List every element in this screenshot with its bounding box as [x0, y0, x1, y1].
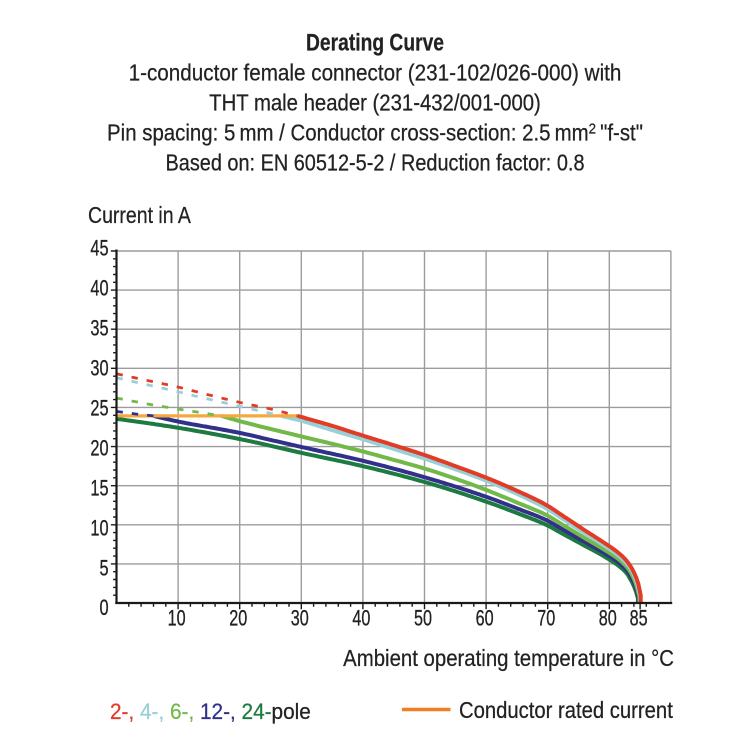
svg-text:70: 70: [537, 607, 555, 631]
svg-text:20: 20: [90, 436, 108, 461]
svg-text:20: 20: [229, 607, 247, 631]
svg-text:30: 30: [291, 607, 309, 631]
svg-text:50: 50: [414, 607, 432, 631]
svg-text:60: 60: [476, 607, 494, 631]
svg-text:80: 80: [599, 607, 617, 631]
svg-text:30: 30: [90, 356, 108, 381]
svg-text:35: 35: [90, 316, 108, 341]
svg-text:85: 85: [630, 607, 648, 631]
svg-text:Conductor rated current: Conductor rated current: [459, 697, 673, 724]
svg-text:15: 15: [90, 476, 108, 501]
svg-text:2-, 4-, 6-, 12-, 24-pole: 2-, 4-, 6-, 12-, 24-pole: [110, 699, 311, 724]
svg-text:45: 45: [90, 236, 108, 261]
svg-text:1-conductor female connector (: 1-conductor female connector (231-102/02…: [129, 59, 622, 85]
svg-text:40: 40: [352, 607, 370, 631]
svg-text:Derating Curve: Derating Curve: [306, 28, 444, 56]
svg-text:10: 10: [90, 516, 108, 541]
svg-text:THT male header (231-432/001-0: THT male header (231-432/001-000): [209, 89, 541, 115]
svg-text:25: 25: [90, 396, 108, 421]
svg-text:10: 10: [168, 607, 186, 631]
svg-text:Pin spacing: 5 mm / Conductor: Pin spacing: 5 mm / Conductor cross-sect…: [107, 119, 643, 145]
svg-text:Ambient operating temperature: Ambient operating temperature in °C: [343, 645, 674, 671]
svg-text:0: 0: [100, 596, 109, 621]
svg-text:Current in A: Current in A: [88, 203, 192, 229]
svg-text:Based on: EN 60512-5-2 / Reduc: Based on: EN 60512-5-2 / Reduction facto…: [165, 150, 584, 176]
svg-text:5: 5: [100, 556, 109, 581]
svg-text:40: 40: [90, 276, 108, 301]
